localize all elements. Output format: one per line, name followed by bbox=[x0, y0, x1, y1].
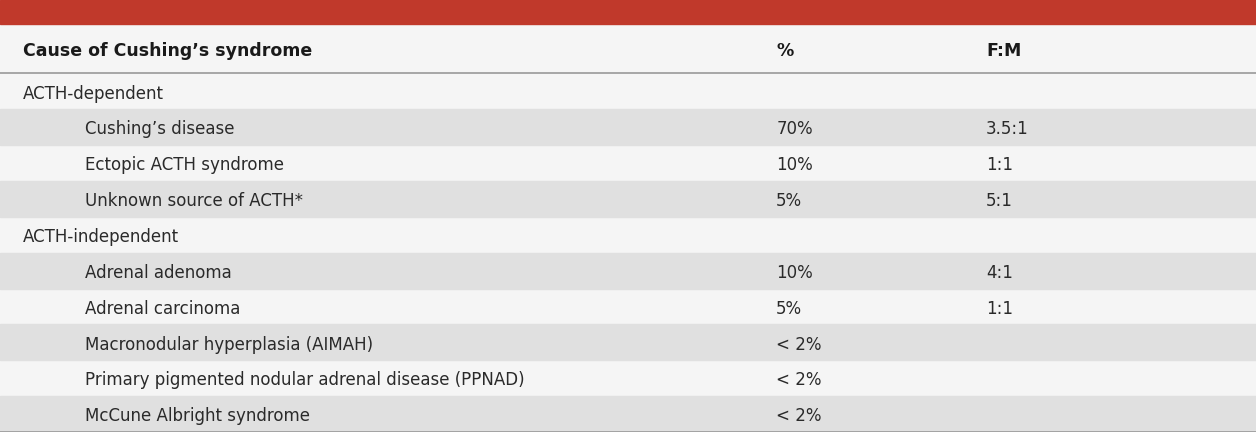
Bar bbox=[0, 181, 1256, 217]
Text: Adrenal carcinoma: Adrenal carcinoma bbox=[85, 300, 241, 318]
Text: Primary pigmented nodular adrenal disease (PPNAD): Primary pigmented nodular adrenal diseas… bbox=[85, 372, 525, 389]
Text: 5%: 5% bbox=[776, 300, 803, 318]
Text: %: % bbox=[776, 42, 794, 60]
Text: Adrenal adenoma: Adrenal adenoma bbox=[85, 264, 232, 282]
Text: 70%: 70% bbox=[776, 121, 813, 138]
Text: < 2%: < 2% bbox=[776, 336, 821, 353]
Text: < 2%: < 2% bbox=[776, 372, 821, 389]
Text: McCune Albright syndrome: McCune Albright syndrome bbox=[85, 407, 310, 425]
Bar bbox=[0, 0, 1256, 24]
Text: 1:1: 1:1 bbox=[986, 300, 1012, 318]
Text: ACTH-independent: ACTH-independent bbox=[23, 228, 178, 246]
Text: 1:1: 1:1 bbox=[986, 156, 1012, 174]
Text: Unknown source of ACTH*: Unknown source of ACTH* bbox=[85, 192, 304, 210]
Text: ACTH-dependent: ACTH-dependent bbox=[23, 85, 163, 102]
Text: Cushing’s disease: Cushing’s disease bbox=[85, 121, 235, 138]
Text: 5:1: 5:1 bbox=[986, 192, 1012, 210]
Text: F:M: F:M bbox=[986, 42, 1021, 60]
Text: Macronodular hyperplasia (AIMAH): Macronodular hyperplasia (AIMAH) bbox=[85, 336, 373, 353]
Text: 10%: 10% bbox=[776, 264, 813, 282]
Text: 4:1: 4:1 bbox=[986, 264, 1012, 282]
Text: 10%: 10% bbox=[776, 156, 813, 174]
Bar bbox=[0, 324, 1256, 360]
Text: 5%: 5% bbox=[776, 192, 803, 210]
Text: Ectopic ACTH syndrome: Ectopic ACTH syndrome bbox=[85, 156, 284, 174]
Text: < 2%: < 2% bbox=[776, 407, 821, 425]
Bar bbox=[0, 396, 1256, 432]
Bar bbox=[0, 24, 1256, 73]
Bar bbox=[0, 253, 1256, 289]
Bar bbox=[0, 109, 1256, 145]
Text: 3.5:1: 3.5:1 bbox=[986, 121, 1029, 138]
Text: Cause of Cushing’s syndrome: Cause of Cushing’s syndrome bbox=[23, 42, 311, 60]
